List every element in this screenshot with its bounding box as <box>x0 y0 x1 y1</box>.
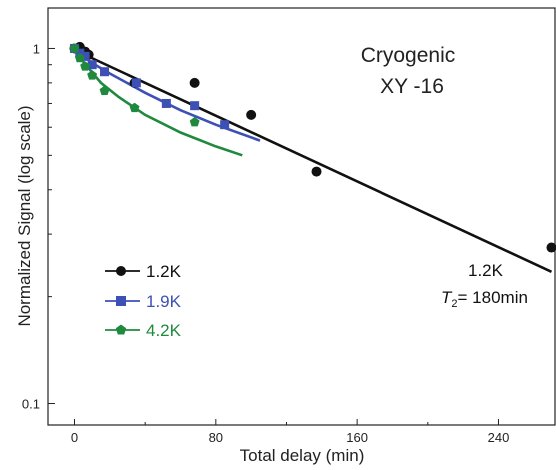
chart-title-line-1: Cryogenic <box>361 44 456 67</box>
legend: 1.2K 1.9K 4.2K <box>105 262 182 340</box>
legend-marker-4-2k <box>115 324 127 335</box>
t2-subscript: 2 <box>451 298 457 310</box>
chart-title-line-2: XY -16 <box>380 75 444 98</box>
point-4-2k-5 <box>129 102 140 113</box>
fit-line-1-2k <box>73 48 553 273</box>
annotation-series-label: 1.2K <box>468 261 504 280</box>
t2-symbol: T <box>441 288 453 307</box>
y-tick-label-1: 1 <box>33 41 40 56</box>
point-1-9k-4 <box>100 67 110 77</box>
point-1-9k-6 <box>161 98 171 108</box>
legend-label-4-2k: 4.2K <box>146 321 182 340</box>
x-tick-label-240: 240 <box>488 430 510 445</box>
t2-value: = 180min <box>458 288 528 307</box>
legend-item-4-2k: 4.2K <box>105 321 182 340</box>
legend-marker-1-9k <box>116 296 126 306</box>
y-axis: 10.1 <box>22 41 55 412</box>
plot-frame <box>47 7 556 426</box>
x-axis: 0 80 160 240 <box>71 419 509 445</box>
t2-annotation: 1.2K T2= 180min <box>441 261 528 310</box>
point-1-9k-3 <box>87 60 97 70</box>
data-markers <box>69 41 556 253</box>
point-1-9k-5 <box>131 78 141 88</box>
point-1-9k-2 <box>80 51 90 61</box>
legend-label-1-2k: 1.2K <box>146 262 182 281</box>
x-tick-label-80: 80 <box>209 430 223 445</box>
point-4-2k-1 <box>74 52 85 63</box>
y-tick-label-0-1: 0.1 <box>22 397 40 412</box>
point-4-2k-0 <box>69 43 80 53</box>
fit-lines <box>73 47 553 273</box>
point-4-2k-4 <box>99 85 110 95</box>
point-1-9k-7 <box>190 101 200 111</box>
point-1-2k-6 <box>246 109 257 120</box>
fit-line-4-2k <box>73 47 243 157</box>
point-1-9k-8 <box>220 120 230 130</box>
x-tick-label-0: 0 <box>71 430 78 445</box>
y-axis-label: Normalized Signal (log scale) <box>15 105 34 326</box>
legend-marker-1-2k <box>116 266 126 276</box>
point-1-2k-7 <box>311 166 322 177</box>
point-4-2k-2 <box>80 61 90 71</box>
point-4-2k-6 <box>189 117 200 127</box>
x-tick-label-160: 160 <box>346 430 368 445</box>
legend-item-1-2k: 1.2K <box>105 262 182 281</box>
point-4-2k-3 <box>87 70 98 80</box>
legend-item-1-9k: 1.9K <box>105 292 182 311</box>
point-1-2k-5 <box>189 77 200 88</box>
x-axis-label: Total delay (min) <box>240 446 365 465</box>
annotation-t2: T2= 180min <box>441 288 528 310</box>
point-1-2k-8 <box>546 242 556 253</box>
legend-label-1-9k: 1.9K <box>146 292 182 311</box>
axes <box>47 7 556 426</box>
